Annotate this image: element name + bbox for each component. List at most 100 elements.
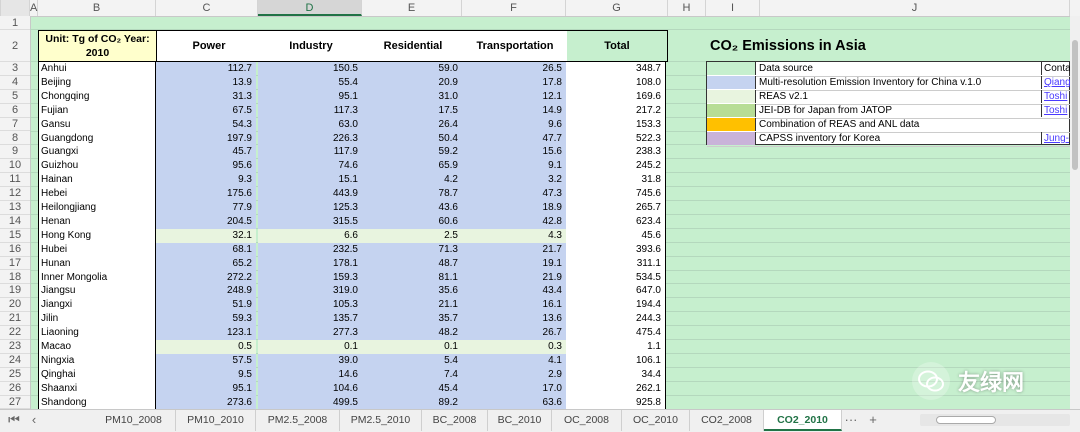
industry-cell[interactable]: 125.3	[258, 201, 362, 215]
transportation-cell[interactable]: 13.6	[462, 312, 566, 327]
residential-cell[interactable]: 5.4	[362, 353, 462, 368]
province-cell[interactable]: Hubei	[38, 242, 156, 257]
total-cell[interactable]: 647.0	[566, 284, 666, 299]
industry-header[interactable]: Industry	[289, 40, 333, 52]
prev-sheet-icon[interactable]: ‹	[31, 412, 37, 427]
industry-cell[interactable]: 14.6	[258, 367, 362, 382]
province-cell[interactable]: Beijing	[38, 75, 156, 90]
industry-cell[interactable]: 74.6	[258, 159, 362, 174]
row-header[interactable]: 15	[0, 229, 30, 243]
power-cell[interactable]: 248.9	[156, 284, 256, 299]
transportation-cell[interactable]: 21.7	[462, 242, 566, 257]
row-header[interactable]: 20	[0, 298, 30, 313]
sheet-tab[interactable]: PM2.5_2008	[256, 410, 340, 431]
transportation-cell[interactable]: 47.3	[462, 187, 566, 202]
transportation-cell[interactable]: 26.5	[462, 62, 566, 76]
row-header[interactable]: 2	[0, 30, 30, 62]
transportation-cell[interactable]: 15.6	[462, 145, 566, 160]
row-header[interactable]: 5	[0, 90, 30, 104]
industry-cell[interactable]: 159.3	[258, 270, 362, 285]
contact-link-text[interactable]: Qiang	[1044, 77, 1071, 88]
transportation-cell[interactable]: 12.1	[462, 89, 566, 104]
industry-cell[interactable]: 443.9	[258, 187, 362, 202]
province-cell[interactable]: Anhui	[38, 62, 156, 76]
residential-cell[interactable]: 43.6	[362, 201, 462, 215]
total-cell[interactable]: 475.4	[566, 326, 666, 341]
sheet-tab[interactable]: PM10_2008	[92, 410, 176, 431]
total-cell[interactable]: 623.4	[566, 214, 666, 229]
row-header[interactable]: 27	[0, 396, 30, 410]
transportation-cell[interactable]: 17.8	[462, 75, 566, 90]
column-header-f[interactable]: F	[462, 0, 566, 16]
residential-cell[interactable]: 60.6	[362, 214, 462, 229]
transportation-cell[interactable]: 21.9	[462, 270, 566, 285]
residential-cell[interactable]: 81.1	[362, 270, 462, 285]
legend-label[interactable]: REAS v2.1	[759, 91, 808, 102]
industry-cell[interactable]: 105.3	[258, 298, 362, 313]
industry-cell[interactable]: 232.5	[258, 242, 362, 257]
select-all-corner[interactable]	[0, 0, 30, 16]
row-header[interactable]: 13	[0, 201, 30, 215]
legend-header-contact[interactable]: Conta	[1041, 62, 1071, 75]
province-cell[interactable]: Guangdong	[38, 131, 156, 146]
power-cell[interactable]: 272.2	[156, 270, 256, 285]
column-header-i[interactable]: I	[706, 0, 760, 16]
transportation-cell[interactable]: 17.0	[462, 381, 566, 396]
legend-contact-link[interactable]: Toshi	[1041, 90, 1071, 103]
total-cell[interactable]: 1.1	[566, 340, 666, 354]
total-cell[interactable]: 534.5	[566, 270, 666, 285]
residential-cell[interactable]: 45.4	[362, 381, 462, 396]
province-cell[interactable]: Hainan	[38, 173, 156, 188]
province-cell[interactable]: Jilin	[38, 312, 156, 327]
row-header[interactable]: 12	[0, 187, 30, 201]
power-cell[interactable]: 59.3	[156, 312, 256, 327]
row-header[interactable]: 24	[0, 354, 30, 368]
transportation-cell[interactable]: 0.3	[462, 340, 566, 354]
row-header[interactable]: 23	[0, 340, 30, 354]
industry-cell[interactable]: 39.0	[258, 353, 362, 368]
total-cell[interactable]: 217.2	[566, 103, 666, 118]
transportation-cell[interactable]: 2.9	[462, 367, 566, 382]
horizontal-scroll-thumb[interactable]	[936, 416, 996, 424]
total-cell[interactable]: 153.3	[566, 117, 666, 132]
legend-label[interactable]: Multi-resolution Emission Inventory for …	[759, 77, 982, 88]
power-cell[interactable]: 9.3	[156, 173, 256, 188]
total-cell[interactable]: 311.1	[566, 256, 666, 271]
residential-cell[interactable]: 2.5	[362, 228, 462, 243]
column-header-d[interactable]: D	[258, 0, 362, 16]
power-cell[interactable]: 67.5	[156, 103, 256, 118]
province-cell[interactable]: Hebei	[38, 187, 156, 202]
industry-cell[interactable]: 499.5	[258, 395, 362, 410]
row-header[interactable]: 8	[0, 132, 30, 146]
total-cell[interactable]: 244.3	[566, 312, 666, 327]
residential-cell[interactable]: 26.4	[362, 117, 462, 132]
power-cell[interactable]: 197.9	[156, 131, 256, 146]
power-cell[interactable]: 9.5	[156, 367, 256, 382]
province-cell[interactable]: Jiangxi	[38, 298, 156, 313]
transportation-cell[interactable]: 18.9	[462, 201, 566, 215]
power-cell[interactable]: 45.7	[156, 145, 256, 160]
industry-cell[interactable]: 226.3	[258, 131, 362, 146]
sheet-tab[interactable]: CO2_2008	[690, 410, 764, 431]
industry-cell[interactable]: 15.1	[258, 173, 362, 188]
province-cell[interactable]: Shandong	[38, 395, 156, 410]
legend-label[interactable]: CAPSS inventory for Korea	[759, 133, 881, 144]
total-cell[interactable]: 194.4	[566, 298, 666, 313]
industry-cell[interactable]: 135.7	[258, 312, 362, 327]
total-cell[interactable]: 45.6	[566, 228, 666, 243]
residential-cell[interactable]: 65.9	[362, 159, 462, 174]
province-cell[interactable]: Heilongjiang	[38, 201, 156, 215]
province-cell[interactable]: Gansu	[38, 117, 156, 132]
transportation-cell[interactable]: 42.8	[462, 214, 566, 229]
row-header[interactable]: 19	[0, 284, 30, 299]
legend-contact-link[interactable]: Jung-	[1041, 132, 1071, 145]
residential-cell[interactable]: 20.9	[362, 75, 462, 90]
row-header[interactable]: 4	[0, 76, 30, 90]
province-cell[interactable]: Inner Mongolia	[38, 270, 156, 285]
transportation-cell[interactable]: 3.2	[462, 173, 566, 188]
sheet-title[interactable]: CO₂ Emissions in Asia	[710, 38, 866, 54]
residential-cell[interactable]: 59.0	[362, 62, 462, 76]
legend-contact-link[interactable]: Toshi	[1041, 104, 1071, 117]
more-tabs-button[interactable]: ···	[844, 412, 858, 427]
unit-header-cell[interactable]: Unit: Tg of CO₂ Year: 2010	[39, 31, 157, 61]
